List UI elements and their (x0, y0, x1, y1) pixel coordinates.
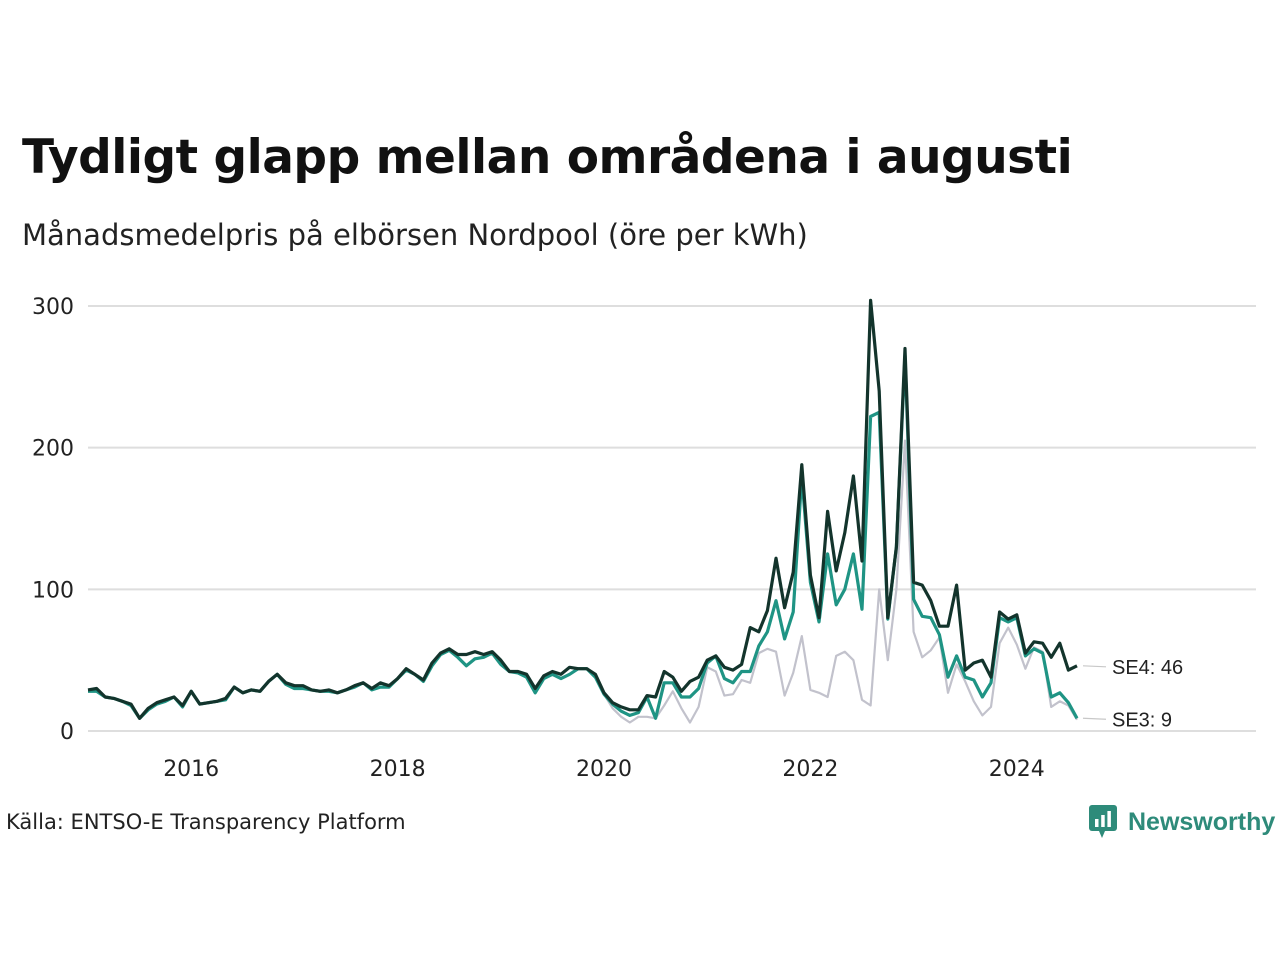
x-tick-label: 2020 (576, 757, 632, 782)
series-lines (87, 298, 1079, 724)
x-tick-label: 2024 (989, 757, 1045, 782)
y-tick-label: 100 (32, 578, 74, 603)
chart-title: Tydligt glapp mellan områdena i augusti (22, 130, 1073, 185)
y-tick-label: 300 (32, 295, 74, 320)
end-label-se4: SE4: 46 (1112, 657, 1183, 679)
gridlines (88, 305, 1256, 732)
newsworthy-logo-icon (1089, 805, 1117, 838)
y-axis-ticks: 0 100 200 300 (32, 295, 74, 745)
series-line-se3 (88, 354, 1079, 720)
brand-name: Newsworthy (1128, 807, 1276, 836)
series-line-se1 (88, 439, 1078, 724)
label-leader-se3 (1082, 717, 1107, 720)
x-tick-label: 2016 (163, 757, 219, 782)
chart-subtitle: Månadsmedelpris på elbörsen Nordpool (ör… (22, 218, 808, 252)
x-tick-label: 2022 (782, 757, 838, 782)
brand-logo: Newsworthy (1088, 804, 1275, 840)
y-tick-label: 200 (32, 437, 74, 462)
source-note: Källa: ENTSO-E Transparency Platform (6, 810, 406, 834)
end-labels: SE3: 9 SE4: 46 (1082, 657, 1183, 731)
x-tick-label: 2018 (370, 757, 426, 782)
y-tick-label: 0 (60, 720, 74, 745)
x-axis-ticks: 2016 2018 2020 2022 2024 (163, 757, 1045, 782)
end-label-se3: SE3: 9 (1112, 709, 1172, 731)
series-line-se4 (87, 298, 1078, 720)
label-leader-se4 (1082, 665, 1107, 668)
